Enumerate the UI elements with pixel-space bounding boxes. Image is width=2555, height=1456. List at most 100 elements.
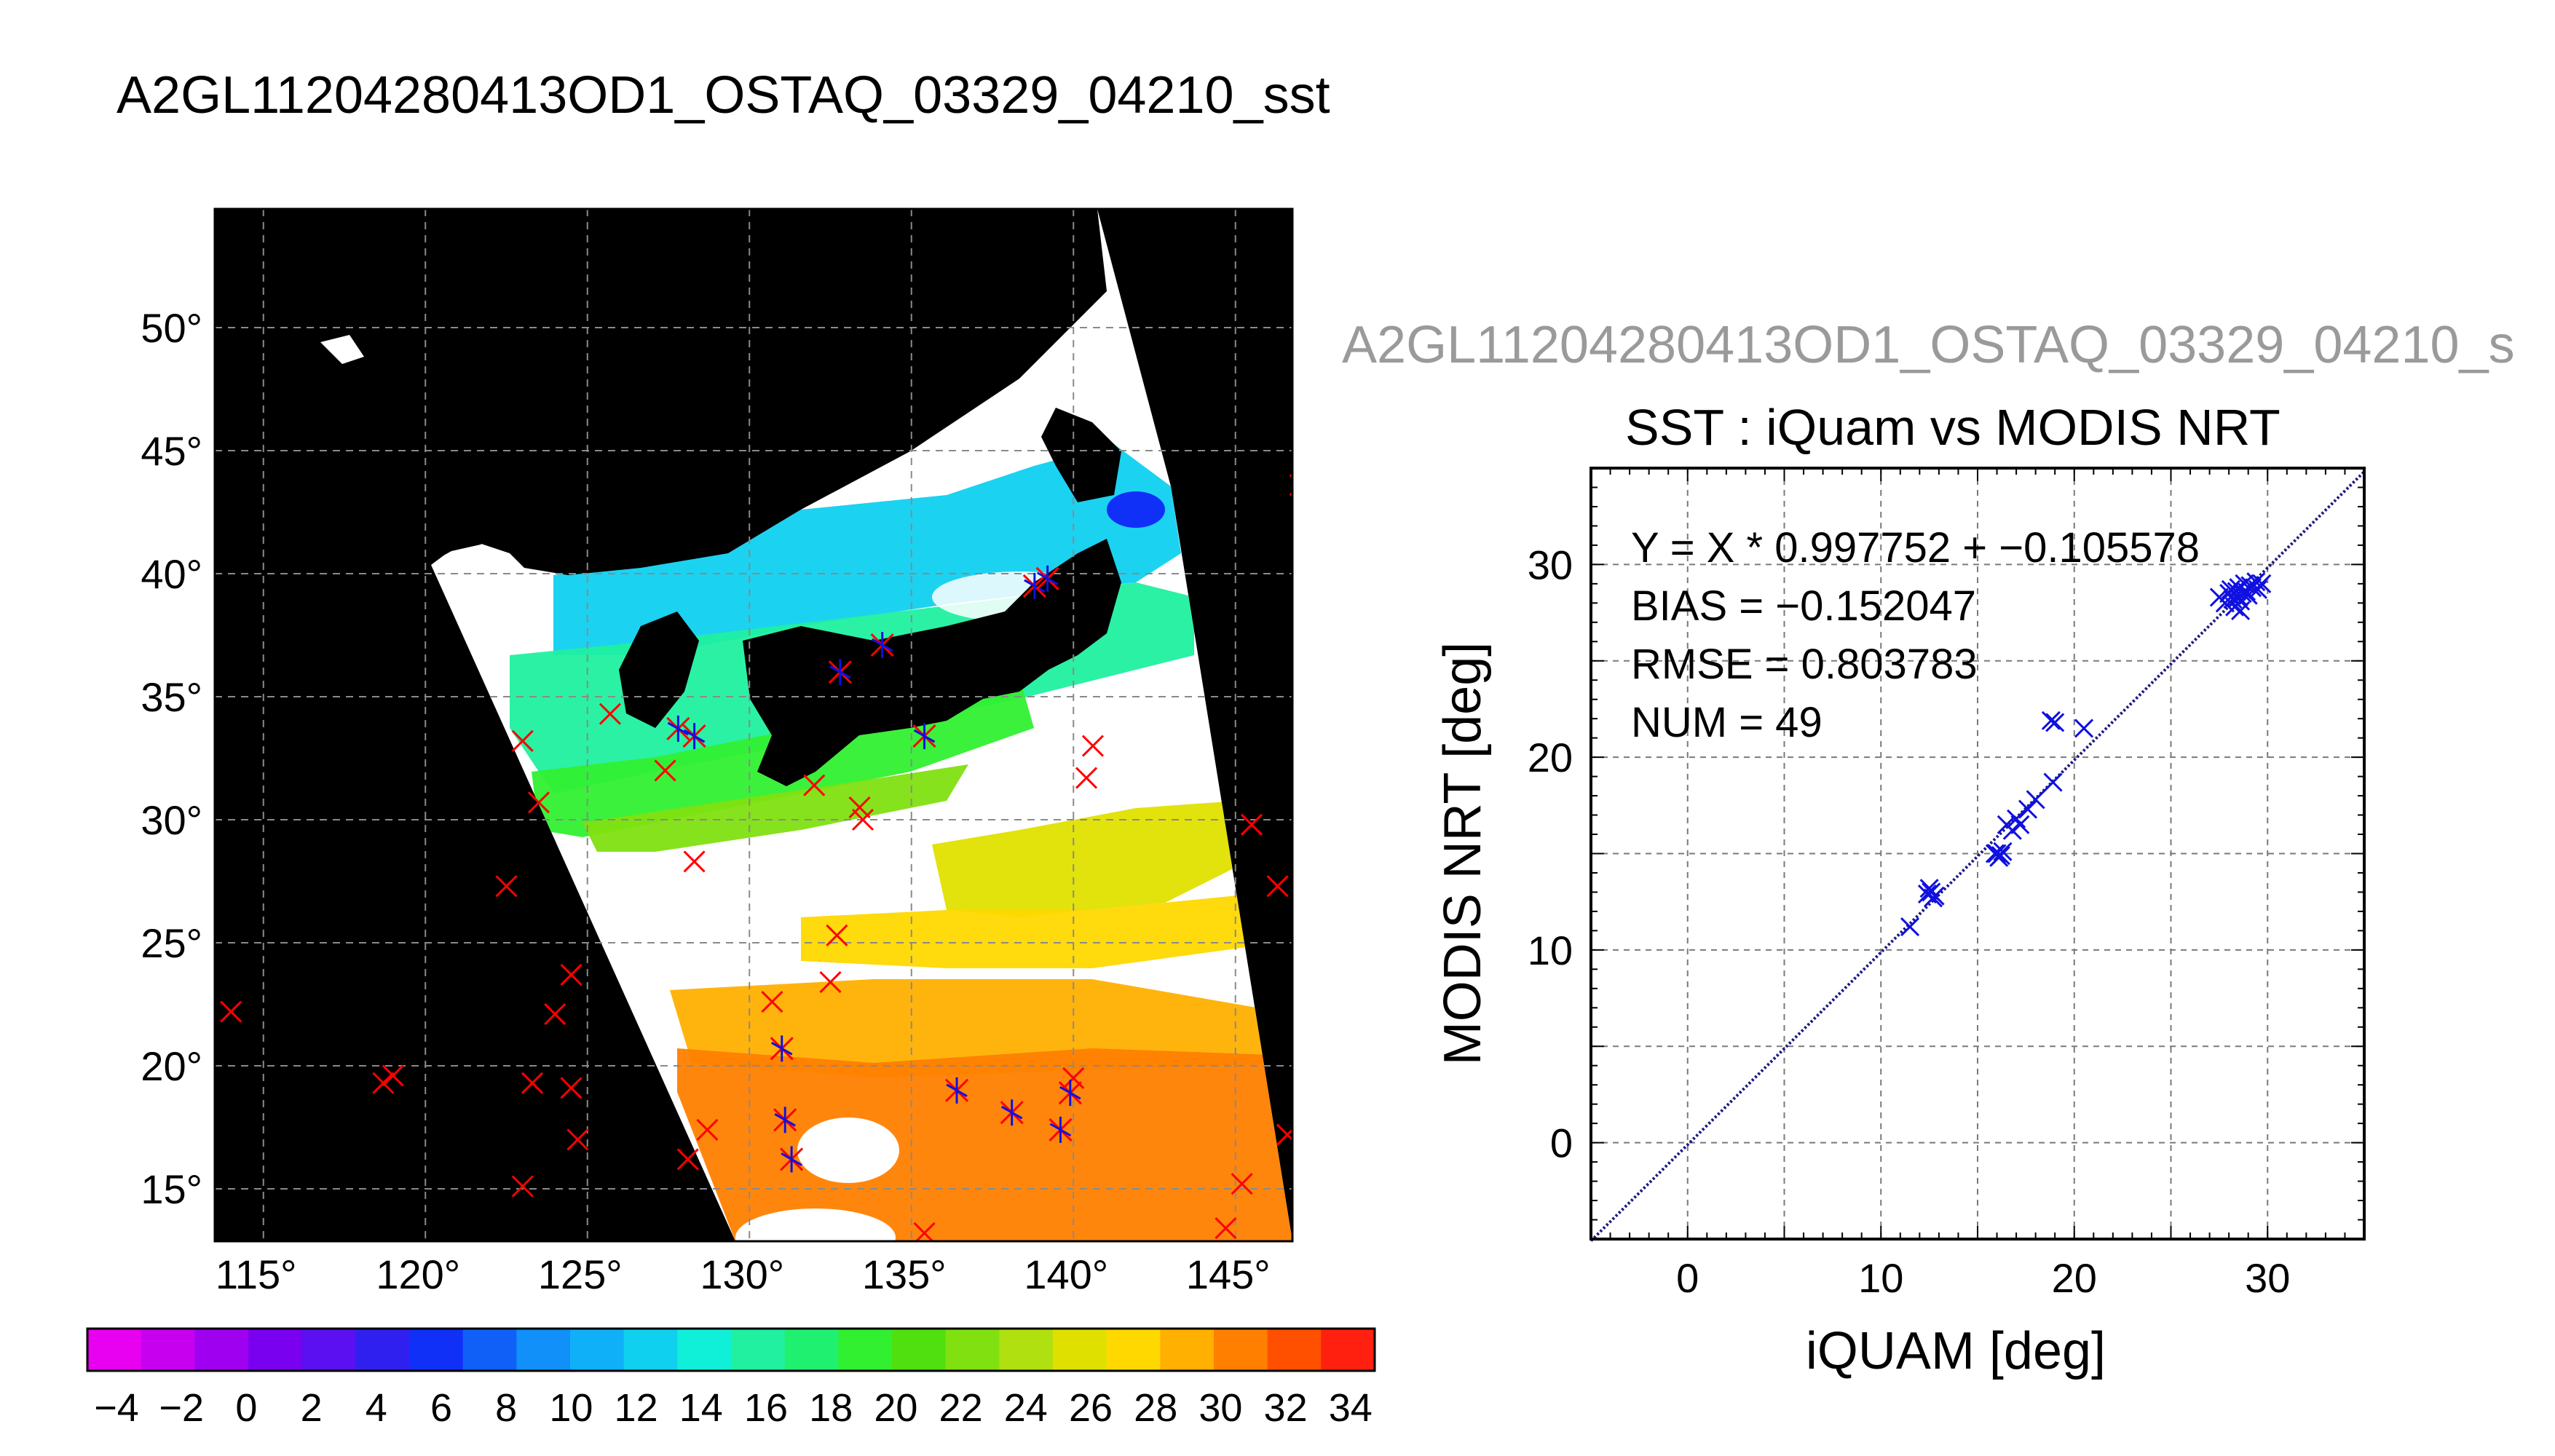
colorbar-tick-label: 26	[1069, 1386, 1113, 1430]
matchup-marker	[1024, 572, 1046, 599]
colorbar-segment	[623, 1329, 678, 1371]
insitu-marker	[826, 924, 848, 946]
matchup-marker	[667, 715, 690, 742]
colorbar-tick-label: 22	[939, 1386, 983, 1430]
map-frame	[213, 207, 1294, 1243]
insitu-marker	[372, 1072, 395, 1094]
colorbar-segment	[194, 1329, 249, 1371]
insitu-marker	[599, 703, 621, 725]
map-lat-label: 30°	[141, 797, 202, 843]
colorbar-segment	[892, 1329, 947, 1371]
colorbar-segment	[945, 1329, 1000, 1371]
colorbar-segment	[409, 1329, 464, 1371]
map-lat-label: 25°	[141, 920, 202, 966]
matchup-marker	[774, 1107, 796, 1133]
map-lon-label: 145°	[1186, 1251, 1271, 1297]
colorbar-segment	[248, 1329, 303, 1371]
matchup-marker	[683, 723, 706, 750]
sst-region	[1107, 491, 1165, 528]
colorbar-segment	[1106, 1329, 1161, 1371]
colorbar-tick-label: 10	[549, 1386, 593, 1430]
insitu-marker	[1231, 1173, 1253, 1195]
colorbar-tick-label: 2	[301, 1386, 323, 1430]
matchup-marker	[1059, 1080, 1081, 1107]
insitu-marker	[676, 1148, 699, 1171]
colorbar-segment	[1053, 1329, 1107, 1371]
colorbar-segment	[1321, 1329, 1375, 1371]
insitu-marker	[1266, 875, 1289, 898]
matchup-marker	[781, 1146, 802, 1173]
colorbar-tick-label: 16	[744, 1386, 788, 1430]
sst-region	[932, 801, 1252, 917]
insitu-marker	[544, 1002, 566, 1026]
map-lat-label: 40°	[141, 551, 202, 597]
insitu-marker	[1062, 1067, 1085, 1089]
insitu-marker	[851, 808, 874, 831]
colorbar-segment	[999, 1329, 1054, 1371]
map-lon-label: 125°	[538, 1251, 623, 1297]
colorbar-segment	[784, 1329, 839, 1371]
map-lon-label: 115°	[216, 1251, 297, 1297]
insitu-marker	[560, 1077, 583, 1099]
colorbar-segment	[355, 1329, 410, 1371]
insitu-marker	[803, 774, 826, 796]
sst-region	[801, 895, 1252, 968]
colorbar-tick-label: −4	[94, 1386, 139, 1430]
sst-region	[583, 764, 968, 852]
colorbar-tick-label: 18	[809, 1386, 853, 1430]
insitu-marker	[848, 796, 871, 819]
insitu-marker	[220, 1000, 242, 1023]
colorbar-tick-label: 34	[1329, 1386, 1373, 1430]
colorbar-frame	[86, 1327, 1376, 1372]
land-japan	[743, 539, 1121, 786]
insitu-marker	[382, 1064, 404, 1087]
insitu-marker	[511, 729, 534, 752]
cloud-patch	[735, 1208, 896, 1241]
colorbar-segment	[87, 1329, 142, 1371]
scatter-subtitle: A2GL11204280413OD1_OSTAQ_03329_04210_s	[1342, 316, 2515, 374]
map-lat-label: 20°	[141, 1043, 202, 1089]
insitu-marker	[1081, 735, 1105, 757]
land-continent	[215, 209, 1107, 575]
sst-region	[677, 1048, 1292, 1241]
insitu-marker	[683, 850, 706, 873]
map-lon-label: 130°	[700, 1251, 784, 1297]
colorbar-segment	[731, 1329, 786, 1371]
colorbar-segment	[516, 1329, 571, 1371]
insitu-marker	[819, 971, 842, 994]
map-lon-label: 140°	[1024, 1251, 1108, 1297]
scatter-title: SST : iQuam vs MODIS NRT	[1625, 399, 2280, 456]
map-area	[215, 209, 1292, 1241]
map-lat-label: 45°	[141, 428, 202, 474]
colorbar-segment	[570, 1329, 625, 1371]
colorbar-segment	[838, 1329, 893, 1371]
insitu-marker	[654, 759, 676, 782]
colorbar-tick-label: 14	[679, 1386, 723, 1430]
colorbar-tick-label: 20	[874, 1386, 917, 1430]
lake	[320, 335, 364, 364]
map-lon-label: 135°	[862, 1251, 947, 1297]
colorbar-segment	[1214, 1329, 1268, 1371]
colorbar-tick-label: 6	[430, 1386, 452, 1430]
colorbar-tick-label: −2	[159, 1386, 204, 1430]
matchup-marker	[913, 723, 936, 750]
insitu-marker	[521, 1072, 544, 1094]
map-lon-label: 120°	[376, 1251, 460, 1297]
map-lat-label: 15°	[141, 1166, 202, 1212]
insitu-marker	[527, 791, 550, 814]
insitu-marker	[1240, 813, 1263, 836]
colorbar-segment	[1160, 1329, 1215, 1371]
insitu-marker	[566, 1128, 589, 1151]
sst-region	[553, 444, 1181, 655]
colorbar-tick-label: 32	[1264, 1386, 1308, 1430]
colorbar-tick-label: 4	[366, 1386, 387, 1430]
matchup-marker	[829, 659, 851, 686]
matchup-marker	[871, 632, 893, 659]
land-korea	[619, 612, 699, 728]
colorbar-tick-label: 24	[1004, 1386, 1048, 1430]
colorbar-tick-label: 12	[615, 1386, 658, 1430]
colorbar-tick-label: 0	[235, 1386, 257, 1430]
insitu-marker	[560, 963, 583, 986]
insitu-marker	[1075, 767, 1098, 789]
